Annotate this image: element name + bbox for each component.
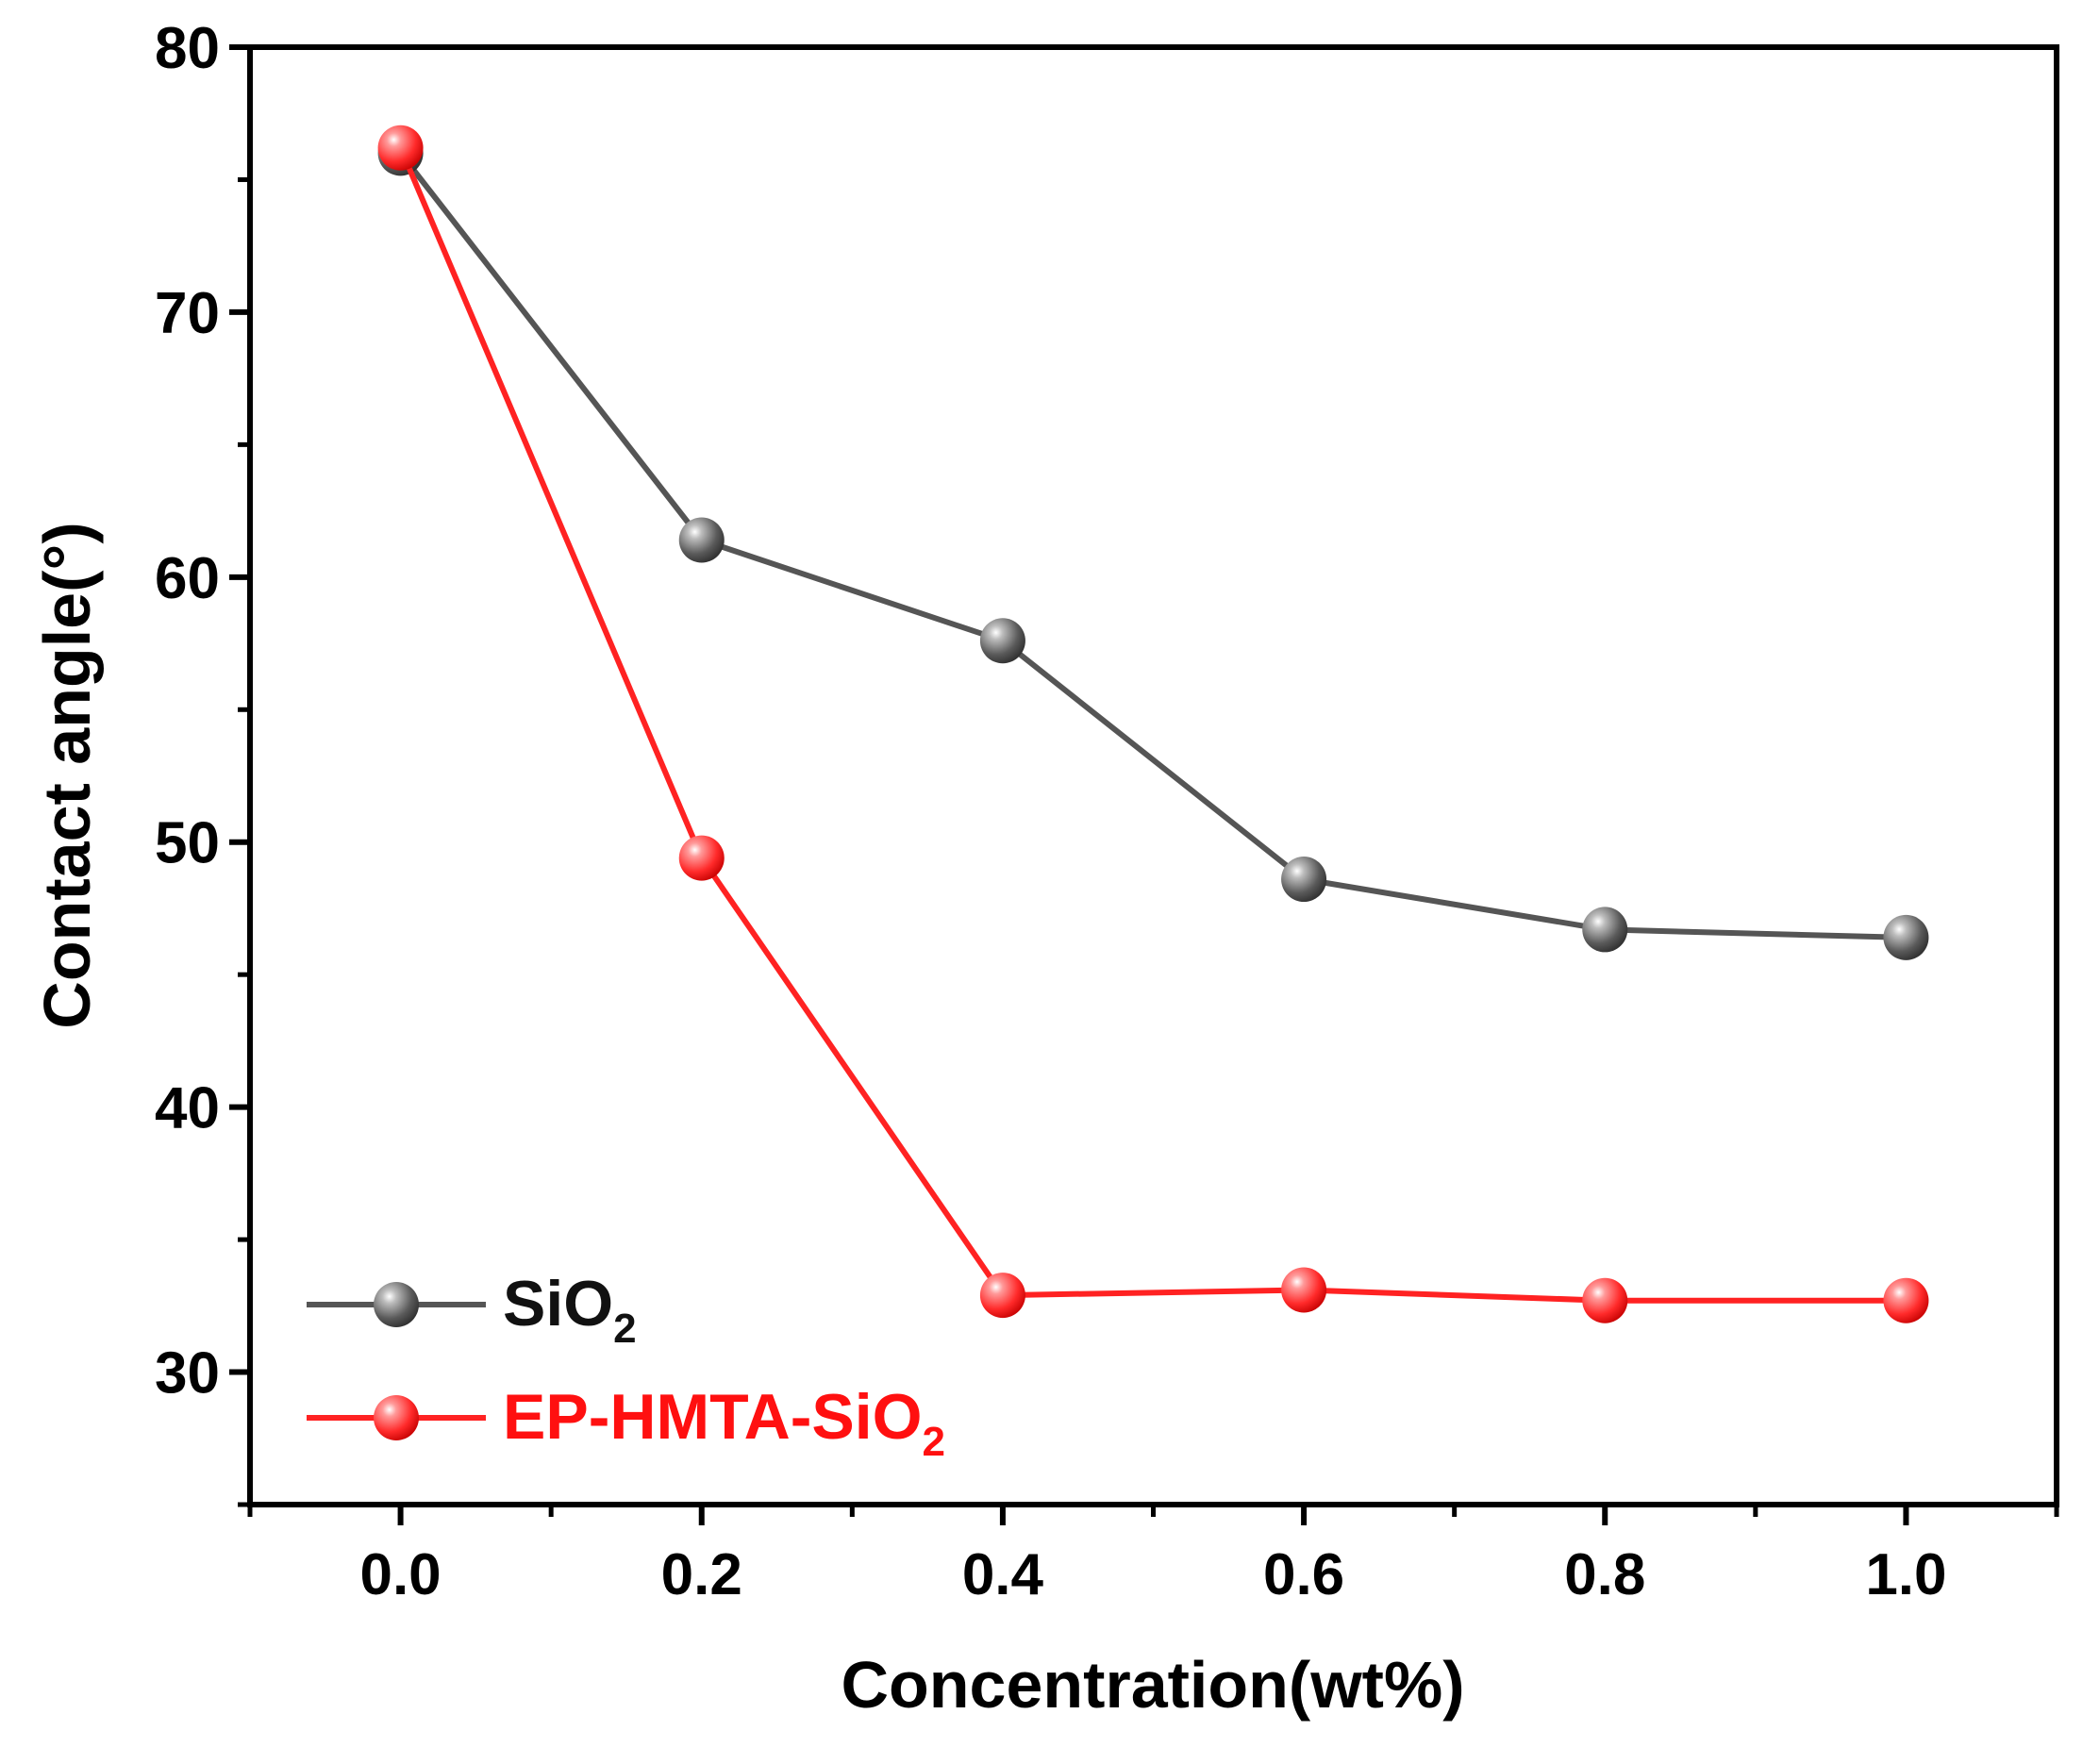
legend-label-sio2-main: SiO	[503, 1268, 613, 1340]
y-tick-label: 30	[155, 1341, 220, 1406]
data-point-series-1	[678, 835, 725, 881]
plot-frame	[247, 44, 2059, 1507]
x-tick-label: 1.0	[1865, 1542, 1946, 1607]
legend-item-sio2: SiO2	[307, 1268, 637, 1352]
series-line-1	[397, 146, 1907, 1304]
legend-item-ep-hmta-sio2: EP-HMTA-SiO2	[307, 1381, 945, 1465]
y-axis-title: Contact angle(°)	[30, 522, 104, 1028]
data-point-series-0	[1883, 914, 1929, 960]
x-tick-label: 0.8	[1564, 1542, 1645, 1607]
x-tick-label: 0.0	[359, 1542, 441, 1607]
data-point-series-1	[1883, 1277, 1929, 1323]
legend-label-sio2: SiO2	[503, 1268, 637, 1352]
data-point-series-1	[377, 125, 424, 171]
x-axis-title: Concentration(wt%)	[841, 1648, 1464, 1722]
series-line-0	[398, 151, 1907, 940]
y-tick-label: 80	[155, 16, 220, 81]
data-point-series-1	[979, 1273, 1025, 1319]
data-point-series-1	[1582, 1277, 1628, 1323]
x-tick-label: 0.4	[962, 1542, 1044, 1607]
y-tick-label: 60	[155, 546, 220, 611]
legend-label-sio2-sub: 2	[613, 1306, 636, 1352]
legend-label-ep-hmta-sio2-sub: 2	[923, 1419, 945, 1465]
data-point-series-1	[1281, 1267, 1327, 1313]
data-point-series-0	[1582, 907, 1628, 953]
legend-marker-ep-hmta-sio2	[374, 1395, 419, 1440]
legend-label-ep-hmta-sio2: EP-HMTA-SiO2	[503, 1381, 945, 1465]
ticks-layer: 0.0 0.2 0.4 0.6 0.8 1.0 30 40 50 60 70 80	[155, 16, 2059, 1607]
data-point-series-0	[979, 618, 1025, 664]
data-point-series-0	[678, 517, 725, 563]
data-point-series-0	[1281, 857, 1327, 903]
y-tick-label: 70	[155, 281, 220, 346]
series-layer	[377, 125, 1929, 1323]
legend-label-ep-hmta-sio2-main: EP-HMTA-SiO	[503, 1381, 923, 1453]
legend-marker-sio2	[374, 1282, 419, 1327]
x-tick-label: 0.2	[661, 1542, 742, 1607]
y-tick-label: 50	[155, 811, 220, 876]
x-tick-label: 0.6	[1263, 1542, 1344, 1607]
legend: SiO2 EP-HMTA-SiO2	[307, 1268, 945, 1465]
y-tick-label: 40	[155, 1076, 220, 1141]
